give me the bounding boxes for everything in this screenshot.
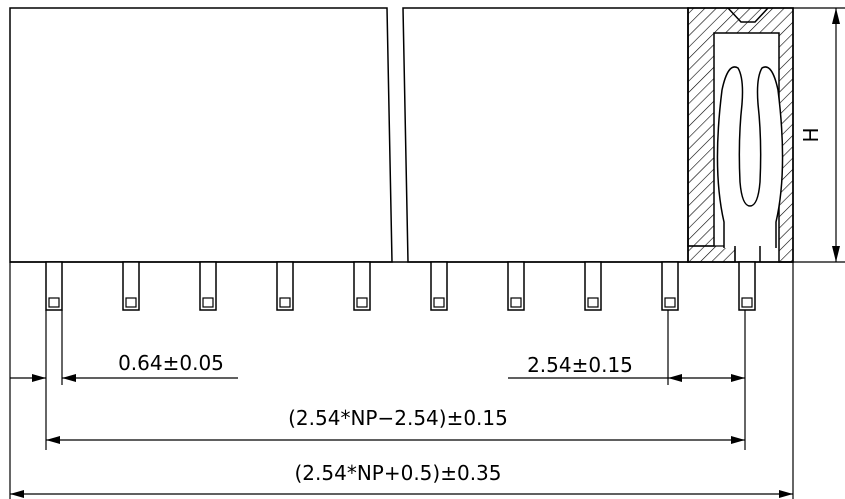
housing-body-left — [9, 7, 393, 263]
overall-length-label: (2.54*NP+0.5)±0.35 — [294, 461, 501, 485]
housing-body-right — [402, 7, 689, 263]
pin — [45, 261, 63, 311]
pin-span-dimension: (2.54*NP−2.54)±0.15 — [46, 406, 745, 444]
pin — [738, 261, 756, 311]
height-label: H — [799, 127, 823, 142]
pin-width-label: 0.64±0.05 — [118, 351, 224, 375]
pin — [584, 261, 602, 311]
pin-width-dimension: 0.64±0.05 — [10, 351, 238, 382]
contact-cross-section — [687, 7, 794, 263]
pin — [199, 261, 217, 311]
height-dimension: H — [793, 7, 845, 263]
pins — [45, 261, 756, 311]
pin — [661, 261, 679, 311]
pitch-dimension: 2.54±0.15 — [508, 353, 745, 382]
pitch-label: 2.54±0.15 — [527, 353, 633, 377]
pin — [430, 261, 448, 311]
overall-length-dimension: (2.54*NP+0.5)±0.35 — [10, 461, 793, 498]
pin — [507, 261, 525, 311]
pin — [122, 261, 140, 311]
pin — [276, 261, 294, 311]
pin-span-label: (2.54*NP−2.54)±0.15 — [288, 406, 508, 430]
pin — [353, 261, 371, 311]
